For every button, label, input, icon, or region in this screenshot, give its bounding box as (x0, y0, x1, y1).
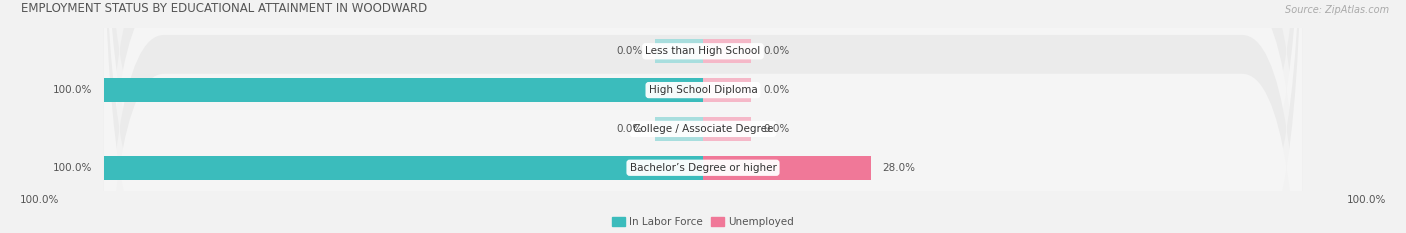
FancyBboxPatch shape (104, 0, 1302, 233)
Text: EMPLOYMENT STATUS BY EDUCATIONAL ATTAINMENT IN WOODWARD: EMPLOYMENT STATUS BY EDUCATIONAL ATTAINM… (21, 2, 427, 15)
Text: 0.0%: 0.0% (617, 46, 643, 56)
Text: 0.0%: 0.0% (763, 85, 789, 95)
Text: High School Diploma: High School Diploma (648, 85, 758, 95)
Text: 100.0%: 100.0% (1347, 195, 1386, 205)
Text: 28.0%: 28.0% (883, 163, 915, 173)
Bar (104, 78, 703, 102)
Text: Source: ZipAtlas.com: Source: ZipAtlas.com (1285, 5, 1389, 15)
Legend: In Labor Force, Unemployed: In Labor Force, Unemployed (609, 213, 797, 232)
Text: Less than High School: Less than High School (645, 46, 761, 56)
Bar (655, 117, 703, 141)
Bar (655, 39, 703, 63)
Text: 100.0%: 100.0% (20, 195, 59, 205)
FancyBboxPatch shape (104, 0, 1302, 233)
Bar (703, 78, 751, 102)
Text: College / Associate Degree: College / Associate Degree (633, 124, 773, 134)
Bar (104, 156, 703, 180)
Text: 0.0%: 0.0% (763, 46, 789, 56)
Bar (703, 117, 751, 141)
Bar (703, 156, 870, 180)
Text: 100.0%: 100.0% (52, 163, 91, 173)
Text: Bachelor’s Degree or higher: Bachelor’s Degree or higher (630, 163, 776, 173)
Text: 0.0%: 0.0% (763, 124, 789, 134)
Text: 0.0%: 0.0% (617, 124, 643, 134)
FancyBboxPatch shape (104, 0, 1302, 233)
Bar (703, 39, 751, 63)
FancyBboxPatch shape (104, 0, 1302, 233)
Text: 100.0%: 100.0% (52, 85, 91, 95)
